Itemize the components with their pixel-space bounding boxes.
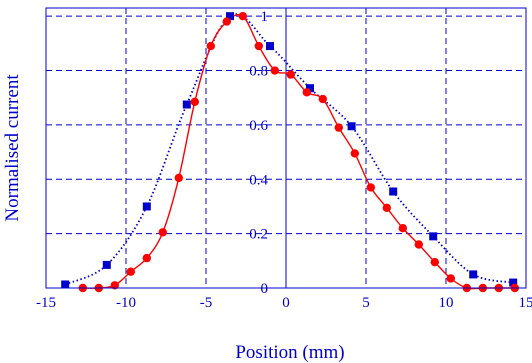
- blue-series-point: [306, 84, 314, 93]
- y-tick-label: 1: [261, 9, 269, 25]
- series-markers: [61, 11, 519, 293]
- blue-series-point: [389, 187, 398, 196]
- y-tick-labels: 0 0.2 0.4 0.6 0.8 1: [249, 9, 268, 297]
- x-tick-label: -5: [200, 295, 213, 311]
- red-series-point: [398, 223, 407, 233]
- red-series-point: [302, 88, 311, 97]
- red-series-point: [382, 203, 391, 213]
- red-series-point: [110, 281, 120, 290]
- y-axis-title: Normalised current: [2, 74, 23, 222]
- blue-series-point: [142, 202, 151, 211]
- blue-series-point: [347, 122, 356, 131]
- red-series-point: [430, 257, 439, 267]
- red-series-point: [414, 240, 423, 249]
- red-series-point: [158, 228, 167, 237]
- x-tick-labels: -15 -10 -5 0 5 10 15: [36, 295, 532, 311]
- red-series-point: [206, 41, 215, 51]
- red-series-point: [366, 183, 375, 192]
- blue-series-point: [226, 12, 234, 21]
- plot-frame: [45, 7, 527, 289]
- x-tick-label: -15: [36, 295, 56, 311]
- blue-series-point: [266, 42, 274, 51]
- red-series-point: [350, 149, 359, 158]
- y-tick-label: 0.4: [249, 172, 268, 188]
- y-tick-label: 0.2: [249, 227, 268, 243]
- x-tick-label: 5: [362, 295, 370, 311]
- x-tick-label: -10: [116, 295, 136, 311]
- grid-lines: [46, 8, 526, 288]
- blue-series-point: [182, 100, 191, 109]
- red-series-point: [190, 97, 199, 106]
- red-series-point: [334, 123, 343, 132]
- blue-series-point: [102, 260, 111, 269]
- y-tick-label: 0: [261, 281, 269, 297]
- red-series-point: [126, 267, 135, 276]
- red-series-point: [222, 17, 231, 26]
- red-series-point: [238, 11, 247, 21]
- blue-series-point: [61, 280, 70, 289]
- red-series-point: [318, 94, 327, 104]
- x-axis-title: Position (mm): [235, 342, 344, 363]
- y-tick-label: 0.6: [249, 118, 268, 134]
- red-series-line: [82, 13, 515, 290]
- red-series-point: [286, 70, 295, 79]
- x-tick-label: 0: [282, 295, 290, 311]
- red-series-point: [446, 274, 455, 283]
- blue-series-point: [469, 270, 478, 279]
- red-series-point: [270, 66, 279, 75]
- y-tick-label: 0.8: [249, 64, 268, 80]
- x-tick-label: 15: [519, 295, 532, 311]
- red-series-point: [174, 173, 183, 183]
- blue-series-point: [509, 278, 518, 287]
- x-tick-label: 10: [439, 295, 454, 311]
- red-series-point: [254, 41, 263, 51]
- red-series-point: [142, 253, 151, 263]
- series-lines: [64, 13, 515, 290]
- blue-series-point: [429, 232, 438, 241]
